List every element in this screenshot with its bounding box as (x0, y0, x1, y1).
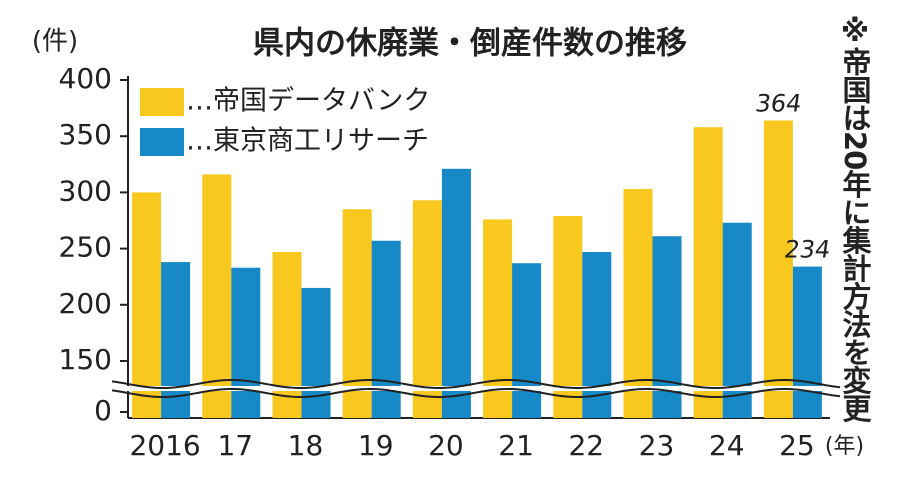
chart-title: 県内の休廃業・倒産件数の推移 (253, 26, 687, 62)
bar (553, 216, 583, 418)
bar (161, 262, 191, 418)
y-axis-label: (件) (32, 27, 78, 57)
x-tick-label: 21 (498, 429, 534, 462)
y-tick-label: 150 (59, 343, 112, 376)
bar (441, 168, 471, 418)
bar (763, 120, 793, 419)
bar (412, 200, 442, 418)
bar (623, 189, 653, 418)
x-tick-label: 22 (568, 429, 604, 462)
y-tick-label: 200 (59, 287, 112, 320)
x-tick-label: 17 (217, 429, 253, 462)
bar (132, 192, 162, 418)
x-tick-label: 2016 (129, 429, 200, 462)
break-line (111, 378, 841, 389)
legend-swatch (140, 128, 184, 156)
break-band (112, 386, 840, 391)
x-tick-label: 20 (428, 429, 464, 462)
bar (342, 209, 372, 418)
legend-label: …帝国データバンク (186, 86, 430, 117)
bar (272, 251, 302, 418)
value-label: 234 (783, 236, 833, 264)
bar (483, 219, 513, 418)
y-tick-label: 250 (59, 231, 112, 264)
y-tick-label: 350 (59, 118, 112, 151)
bar (301, 287, 331, 418)
legend-label: …東京商工リサーチ (186, 126, 429, 157)
bar (792, 266, 822, 418)
bar (693, 127, 723, 418)
bar (512, 263, 542, 418)
y-tick-label: 400 (59, 62, 112, 95)
note: ※帝国は20年に集計方法を変更 (838, 14, 872, 422)
legend-swatch (140, 88, 184, 116)
bar (202, 174, 232, 418)
x-tick-label: 23 (639, 429, 675, 462)
x-tick-label: 18 (288, 429, 324, 462)
value-label: 364 (754, 90, 804, 118)
break-line (111, 387, 841, 398)
x-tick-label: 19 (358, 429, 394, 462)
y-tick-label: 0 (94, 394, 112, 427)
bar (231, 267, 261, 418)
x-tick-label: 24 (709, 429, 745, 462)
x-tick-label: 25 (779, 429, 815, 462)
x-unit: (年) (825, 434, 864, 459)
y-tick-label: 300 (59, 174, 112, 207)
